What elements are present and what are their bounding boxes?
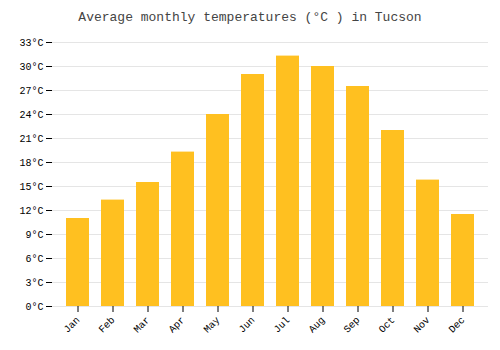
svg-text:Jun: Jun	[237, 315, 258, 336]
svg-text:Oct: Oct	[377, 315, 398, 336]
svg-text:9°C: 9°C	[25, 230, 43, 241]
svg-text:27°C: 27°C	[19, 86, 43, 97]
svg-text:Mar: Mar	[132, 315, 153, 336]
svg-text:Dec: Dec	[447, 315, 468, 336]
svg-text:Aug: Aug	[307, 315, 328, 336]
svg-text:24°C: 24°C	[19, 110, 43, 121]
svg-text:Feb: Feb	[97, 315, 118, 336]
svg-text:0°C: 0°C	[25, 302, 43, 313]
svg-text:21°C: 21°C	[19, 134, 43, 145]
svg-text:18°C: 18°C	[19, 158, 43, 169]
svg-text:May: May	[202, 315, 223, 336]
svg-text:15°C: 15°C	[19, 182, 43, 193]
svg-text:33°C: 33°C	[19, 38, 43, 49]
svg-text:Jul: Jul	[272, 315, 293, 336]
svg-text:6°C: 6°C	[25, 254, 43, 265]
svg-text:Nov: Nov	[412, 315, 433, 336]
svg-text:Jan: Jan	[62, 315, 83, 336]
svg-text:12°C: 12°C	[19, 206, 43, 217]
svg-text:3°C: 3°C	[25, 278, 43, 289]
svg-text:30°C: 30°C	[19, 62, 43, 73]
html-text:Average monthly temperatures (: Average monthly temperatures (°C ) in Tu…	[78, 10, 422, 25]
svg-text:Apr: Apr	[167, 315, 188, 336]
svg-text:Sep: Sep	[342, 315, 363, 336]
